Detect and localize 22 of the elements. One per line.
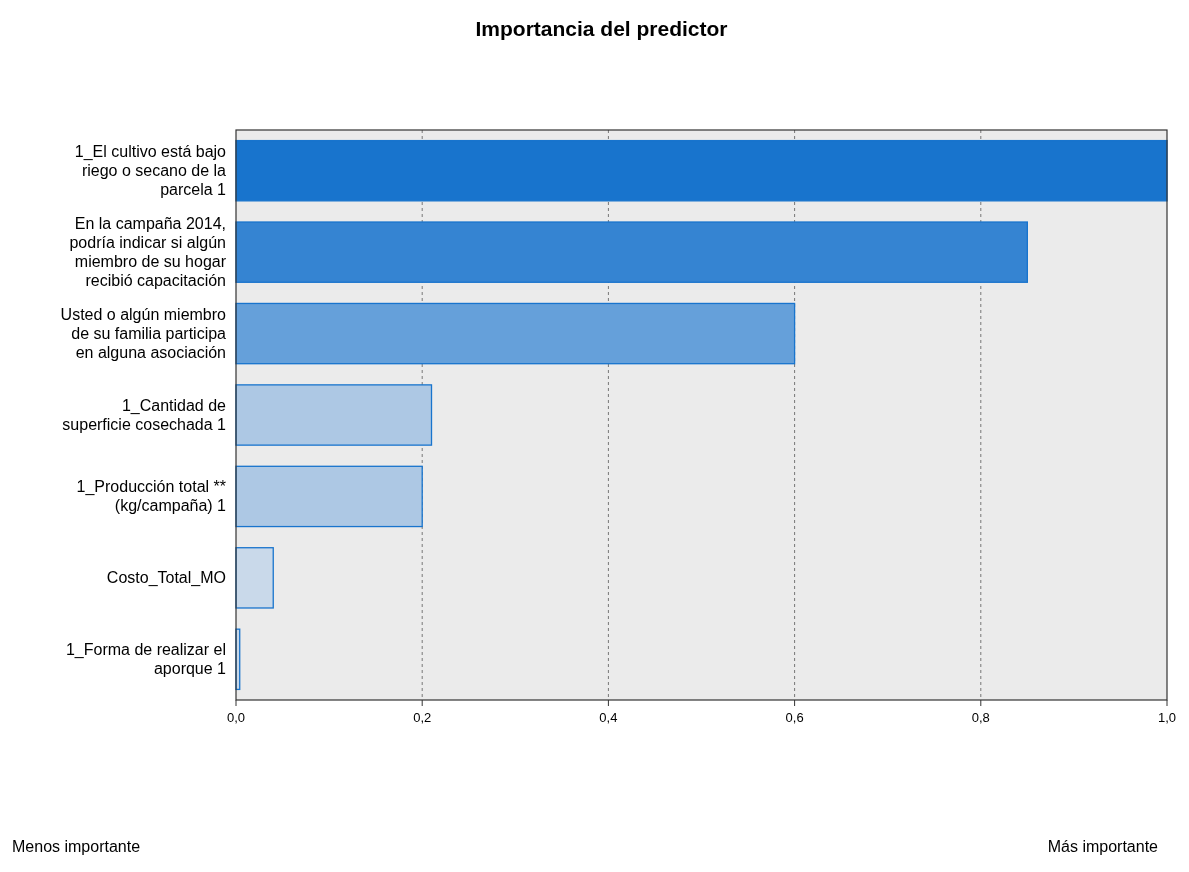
x-tick-label: 0,4 (599, 710, 618, 725)
y-tick-label: 1_Cantidad de superficie cosechada 1 (62, 396, 227, 433)
x-tick-label: 0,6 (785, 710, 804, 725)
y-tick-label: 1_Producción total ** (kg/campaña) 1 (76, 477, 227, 514)
bar (235, 384, 433, 446)
bar (235, 302, 796, 365)
x-tick-label: 0,2 (413, 710, 432, 725)
x-tick-label: 0,8 (971, 710, 990, 725)
bar (235, 221, 1028, 283)
y-tick-label: 1_Forma de realizar el aporque 1 (65, 640, 227, 677)
bar (235, 139, 1168, 202)
text: Menos importante (12, 838, 141, 855)
y-tick-label: En la campaña 2014, podría indicar si algún miembro de su hogar recibió capacitación (69, 214, 227, 289)
chart-title: Importancia del predictor (475, 17, 728, 40)
x-tick-label: 0,0 (226, 710, 246, 725)
bar (235, 547, 274, 609)
x-tick-label: 1,0 (1157, 710, 1177, 725)
y-tick-label: 1_El cultivo está bajo riego o secano de la parcela 1 (74, 142, 227, 198)
bar (235, 465, 423, 528)
text: Más importante (1047, 838, 1159, 855)
y-tick-label: Costo_Total_MO (106, 568, 226, 587)
y-tick-label: Usted o algún miembro de su familia participa en alguna asociación (60, 305, 227, 361)
